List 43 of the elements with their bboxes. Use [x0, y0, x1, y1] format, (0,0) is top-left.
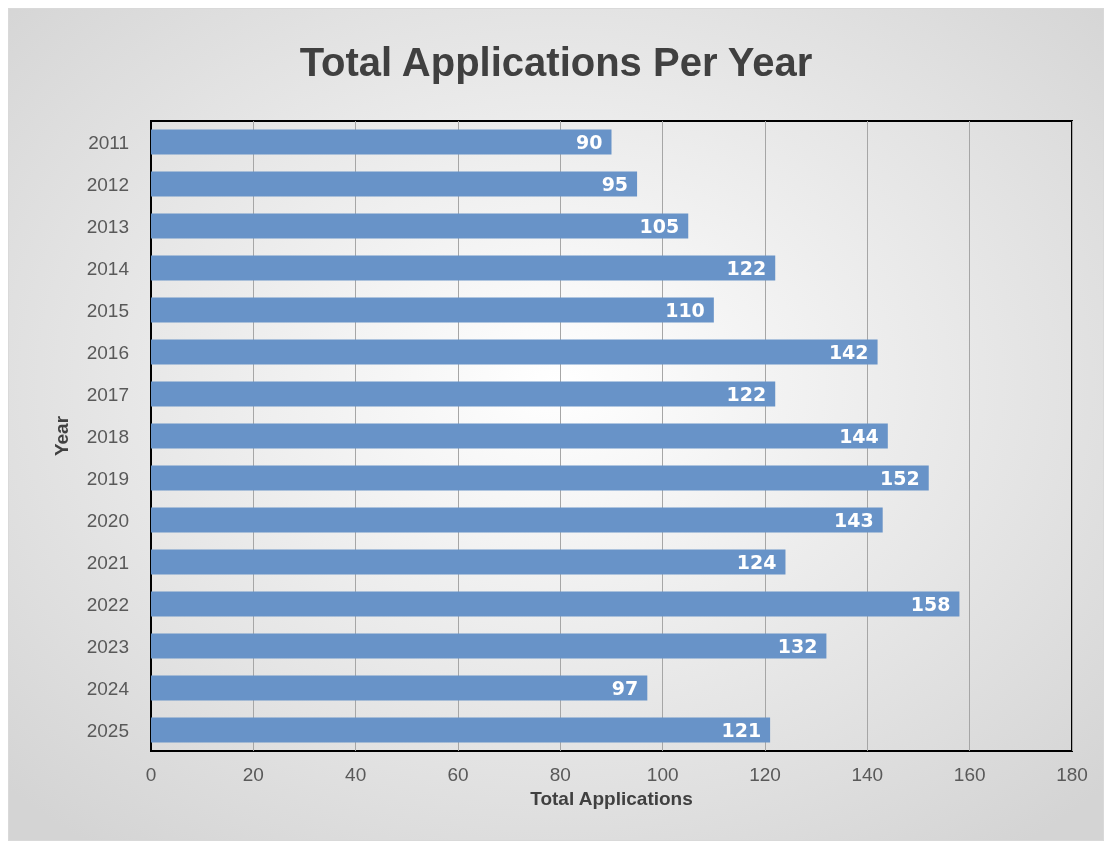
x-tick-label: 180	[1056, 764, 1088, 785]
data-label: 144	[839, 425, 879, 447]
y-tick-label: 2023	[86, 635, 129, 657]
x-tick-label: 0	[145, 764, 157, 785]
x-tick-label: 120	[749, 764, 781, 785]
y-axis-title: Year	[51, 415, 72, 457]
data-label: 95	[601, 173, 629, 195]
data-label: 90	[576, 131, 603, 153]
data-label: 124	[736, 551, 777, 573]
y-tick-label: 2022	[86, 593, 129, 615]
x-axis-title: Total Applications	[530, 787, 693, 809]
x-tick-label: 100	[646, 764, 679, 785]
y-tick-label: 2015	[86, 299, 129, 321]
data-label: 110	[665, 299, 705, 321]
data-label: 143	[834, 509, 874, 531]
x-tick-label: 20	[242, 764, 264, 785]
y-tick-label: 2011	[88, 131, 129, 153]
data-label: 122	[726, 383, 767, 405]
data-label: 97	[611, 677, 639, 699]
y-tick-label: 2017	[86, 383, 129, 405]
data-label: 158	[910, 593, 951, 615]
y-tick-label: 2014	[86, 257, 130, 279]
x-tick-label: 140	[851, 764, 884, 785]
y-tick-label: 2019	[86, 467, 129, 489]
x-tick-label: 160	[953, 764, 986, 785]
y-tick-label: 2018	[86, 425, 129, 447]
y-tick-label: 2020	[86, 509, 129, 531]
y-tick-label: 2025	[86, 719, 129, 741]
chart-title: Total Applications Per Year	[299, 40, 813, 84]
y-tick-label: 2013	[86, 215, 129, 237]
y-tick-label: 2024	[86, 677, 130, 699]
data-label: 142	[828, 341, 869, 363]
data-label: 121	[721, 719, 762, 741]
y-tick-label: 2016	[86, 341, 129, 363]
x-tick-label: 80	[549, 764, 571, 785]
y-tick-label: 2021	[86, 551, 129, 573]
data-label: 132	[777, 635, 818, 657]
x-tick-label: 40	[345, 764, 367, 785]
y-tick-label: 2012	[86, 173, 129, 195]
data-label: 105	[639, 215, 680, 237]
data-label: 152	[880, 467, 920, 489]
data-label: 122	[726, 257, 767, 279]
x-tick-label: 60	[447, 764, 469, 785]
